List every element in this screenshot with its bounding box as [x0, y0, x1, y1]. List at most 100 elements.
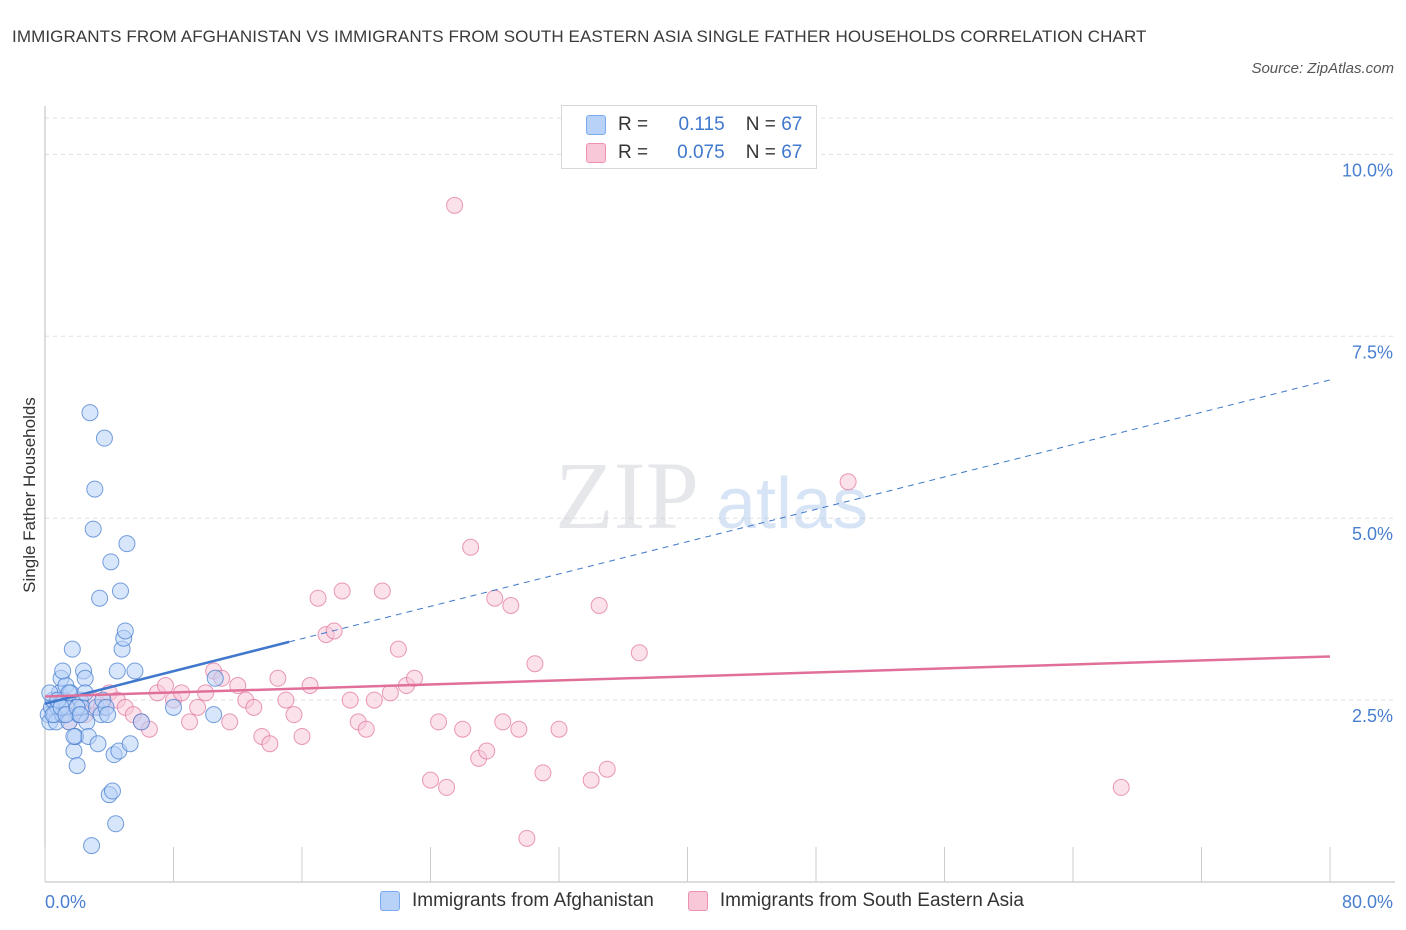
- data-point: [103, 782, 121, 800]
- stats-legend: R = 0.115 N = 67 R = 0.075 N = 67: [561, 105, 817, 169]
- data-point: [510, 720, 528, 738]
- series-afghanistan-points: [39, 404, 224, 855]
- data-point: [357, 720, 375, 738]
- data-point: [405, 669, 423, 687]
- data-point: [116, 622, 134, 640]
- data-point: [95, 429, 113, 447]
- series-legend: Immigrants from Afghanistan Immigrants f…: [380, 890, 1058, 912]
- data-point: [478, 742, 496, 760]
- data-point: [83, 837, 101, 855]
- watermark-zip: ZIP: [555, 442, 699, 549]
- series-sea-points: [52, 196, 1130, 847]
- data-point: [438, 778, 456, 796]
- data-point: [365, 691, 383, 709]
- data-point: [99, 706, 117, 724]
- data-point: [1112, 778, 1130, 796]
- data-point: [65, 727, 83, 745]
- legend-n-value-sea: 67: [781, 142, 803, 163]
- data-point: [839, 473, 857, 491]
- legend-item-sea[interactable]: Immigrants from South Eastern Asia: [687, 890, 1024, 912]
- y-tick-labels: 2.5% 5.0% 7.5% 10.0%: [1342, 160, 1393, 726]
- data-point: [181, 713, 199, 731]
- data-point: [534, 764, 552, 782]
- data-point: [598, 760, 616, 778]
- data-point: [309, 589, 327, 607]
- data-point: [590, 597, 608, 615]
- data-point: [550, 720, 568, 738]
- data-point: [285, 706, 303, 724]
- data-point: [269, 669, 287, 687]
- legend-swatch-sea: [586, 143, 606, 163]
- data-point: [502, 597, 520, 615]
- x-tick-label: 80.0%: [1342, 892, 1393, 912]
- data-point: [121, 735, 139, 753]
- data-point: [245, 698, 263, 716]
- data-point: [63, 640, 81, 658]
- legend-n-label: N =: [745, 142, 776, 163]
- data-point: [582, 771, 600, 789]
- data-point: [76, 669, 94, 687]
- data-point: [107, 815, 125, 833]
- data-point: [65, 742, 83, 760]
- data-point: [108, 662, 126, 680]
- x-tick-labels: 0.0% 80.0%: [45, 892, 1393, 912]
- trend-lines: [44, 379, 1331, 705]
- legend-row-afghanistan: R = 0.115 N = 67: [586, 114, 802, 136]
- legend-r-value-afghanistan: 0.115: [678, 114, 725, 135]
- y-tick-label: 7.5%: [1352, 342, 1393, 362]
- data-point: [486, 589, 504, 607]
- data-point: [86, 480, 104, 498]
- data-point: [494, 713, 512, 731]
- data-point: [446, 196, 464, 214]
- data-point: [156, 677, 174, 695]
- legend-r-value-sea: 0.075: [677, 142, 725, 163]
- data-point: [301, 677, 319, 695]
- trend-line-afghanistan-extension: [289, 379, 1331, 643]
- data-point: [261, 735, 279, 753]
- data-point: [422, 771, 439, 789]
- data-point: [454, 720, 472, 738]
- data-point: [54, 662, 72, 680]
- data-point: [68, 757, 86, 775]
- data-point: [81, 404, 99, 422]
- data-point: [111, 582, 129, 600]
- data-point: [206, 669, 224, 687]
- data-point: [518, 829, 536, 847]
- data-point: [189, 698, 207, 716]
- legend-n-label: N =: [745, 114, 776, 135]
- axes: [44, 106, 1395, 883]
- data-point: [165, 698, 182, 716]
- data-point: [89, 735, 107, 753]
- legend-label-sea: Immigrants from South Eastern Asia: [719, 890, 1024, 911]
- trend-line-afghanistan: [44, 640, 290, 705]
- legend-swatch-afghanistan: [586, 115, 606, 135]
- data-point: [205, 706, 223, 724]
- watermark: ZIP atlas: [555, 442, 868, 549]
- data-point: [132, 713, 150, 731]
- chart-title: IMMIGRANTS FROM AFGHANISTAN VS IMMIGRANT…: [12, 27, 1147, 46]
- legend-r-label: R =: [618, 114, 649, 135]
- legend-swatch-afghanistan: [380, 891, 400, 911]
- legend-n-value-afghanistan: 67: [781, 114, 803, 135]
- data-point: [126, 662, 144, 680]
- grid-lines: [45, 117, 1395, 701]
- legend-item-afghanistan[interactable]: Immigrants from Afghanistan: [380, 890, 654, 912]
- data-point: [91, 589, 109, 607]
- legend-row-sea: R = 0.075 N = 67: [586, 142, 802, 164]
- legend-label-afghanistan: Immigrants from Afghanistan: [412, 890, 654, 911]
- x-tick-label: 0.0%: [45, 892, 86, 912]
- trend-line-sea: [44, 655, 1331, 698]
- data-point: [630, 644, 648, 662]
- data-point: [430, 713, 448, 731]
- y-tick-label: 5.0%: [1352, 524, 1393, 544]
- y-tick-label: 10.0%: [1342, 160, 1393, 180]
- data-point: [462, 538, 480, 556]
- data-point: [118, 535, 136, 553]
- source-label: Source: ZipAtlas.com: [1251, 60, 1394, 77]
- data-point: [526, 655, 544, 673]
- data-point: [84, 520, 102, 538]
- data-point: [333, 582, 351, 600]
- y-tick-label: 2.5%: [1352, 706, 1393, 726]
- data-point: [293, 727, 311, 745]
